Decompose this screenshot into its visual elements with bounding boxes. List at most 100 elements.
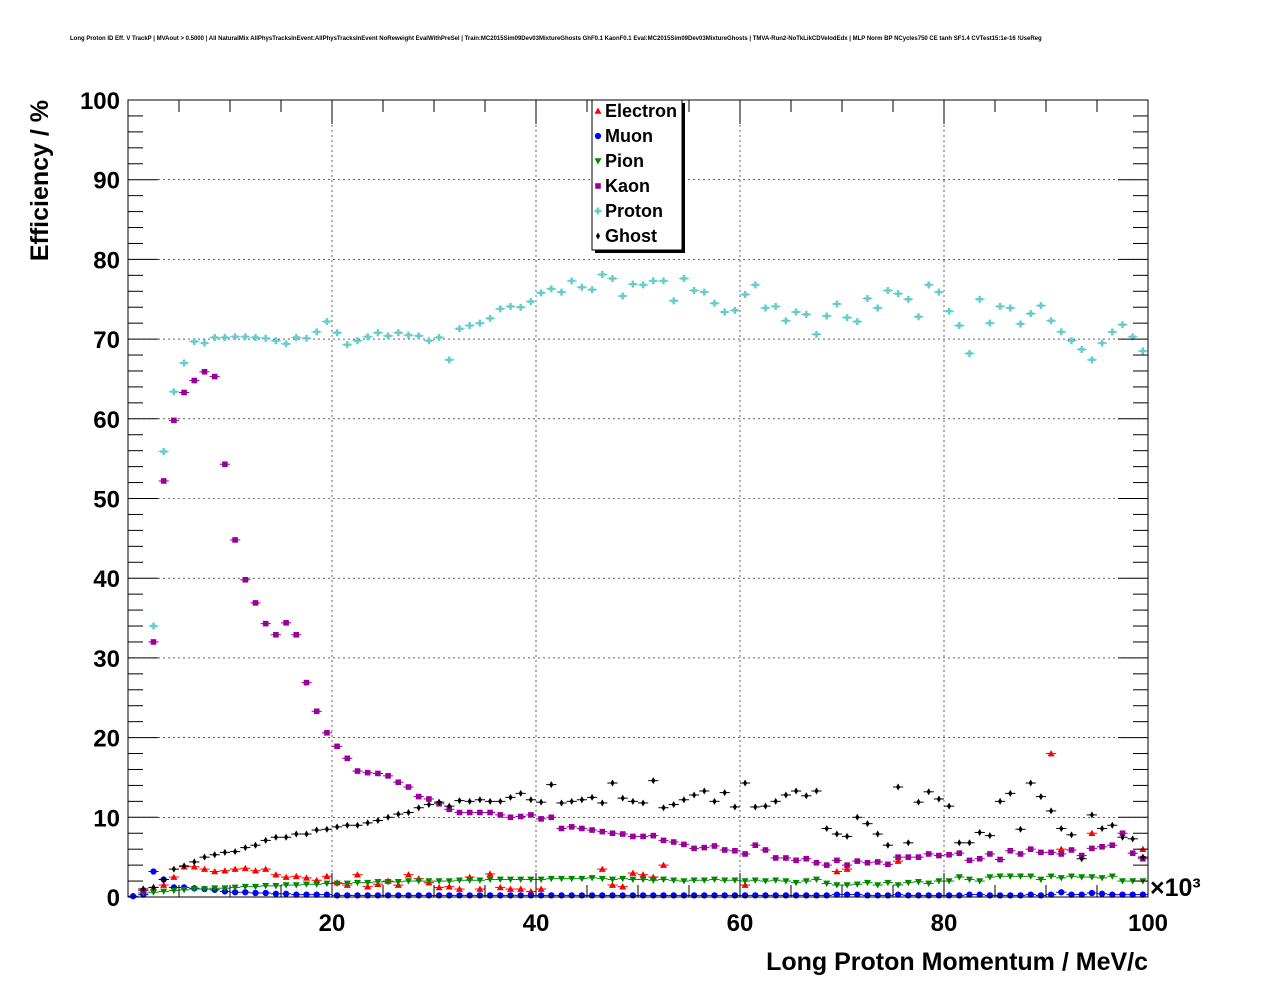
proton-point [170, 388, 178, 396]
muon-point [497, 892, 504, 899]
proton-point [700, 288, 708, 296]
proton-point [925, 281, 933, 289]
pion-point [690, 877, 698, 884]
muon-point [150, 868, 157, 875]
kaon-point [517, 813, 524, 820]
proton-point [833, 300, 841, 308]
kaon-point [507, 814, 514, 821]
kaon-point [813, 859, 820, 866]
muon-point [262, 889, 269, 897]
kaon-point [558, 825, 565, 832]
kaon-point [354, 768, 361, 774]
muon-point [1078, 891, 1085, 898]
ghost-point [406, 809, 411, 817]
ghost-point [498, 797, 503, 805]
proton-point [445, 356, 453, 364]
proton-point [853, 318, 861, 326]
muon-point [415, 892, 422, 899]
muon-point [231, 889, 239, 896]
ghost-point [855, 813, 860, 821]
pion-point [843, 882, 851, 889]
proton-point [751, 281, 759, 289]
kaon-point [783, 855, 789, 861]
electron-point [323, 872, 331, 880]
proton-point [1098, 339, 1106, 347]
pion-point [925, 880, 933, 887]
muon-point [752, 892, 759, 899]
muon-point [874, 892, 881, 899]
muon-point [252, 889, 259, 897]
electron-point [660, 861, 667, 868]
proton-point [425, 337, 433, 345]
proton-point [670, 297, 678, 305]
muon-point [1068, 891, 1075, 898]
electron-point [354, 871, 361, 878]
kaon-point [364, 769, 371, 776]
pion-point [160, 888, 168, 895]
muon-point [527, 892, 535, 899]
muon-point [609, 892, 616, 899]
proton-point [221, 334, 229, 342]
kaon-point [273, 631, 279, 638]
pion-point [303, 881, 310, 888]
kaon-point [222, 461, 228, 468]
legend-label-kaon: Kaon [605, 176, 650, 196]
pion-point [609, 876, 616, 883]
pion-point [721, 877, 729, 884]
pion-point [456, 877, 463, 884]
ghost-point [702, 787, 707, 795]
proton-point [252, 334, 259, 342]
electron-point [456, 885, 463, 892]
proton-point [558, 288, 566, 296]
proton-point [241, 333, 249, 341]
kaon-point [303, 679, 310, 686]
proton-point [639, 281, 647, 289]
kaon-point [987, 851, 993, 857]
pion-point [813, 876, 820, 883]
kaon-point [711, 843, 718, 849]
proton-point [823, 312, 831, 320]
kaon-point [211, 373, 218, 380]
x-tick-label: 100 [1128, 910, 1168, 937]
kaon-point [201, 368, 208, 375]
pion-point [282, 882, 290, 889]
ghost-point [957, 839, 962, 847]
kaon-point [609, 830, 616, 837]
muon-point [813, 892, 820, 899]
ghost-point [304, 830, 309, 838]
muon-point [833, 891, 841, 898]
pion-point [1119, 878, 1126, 885]
proton-point [843, 314, 851, 322]
ghost-point [1038, 793, 1043, 801]
ghost-point [885, 841, 890, 849]
muon-point [680, 892, 688, 899]
pion-point [425, 878, 433, 885]
kaon-point [375, 770, 381, 777]
ghost-point [437, 798, 442, 806]
ghost-point [263, 836, 268, 844]
muon-point [384, 892, 392, 899]
proton-point [456, 325, 463, 333]
pion-point [986, 874, 994, 881]
y-tick-label: 20 [93, 726, 120, 753]
pion-point [364, 879, 372, 887]
ghost-point [865, 820, 870, 828]
electron-point [894, 857, 902, 864]
muon-point [282, 890, 290, 897]
ghost-point [600, 799, 605, 807]
kaon-point [803, 855, 810, 862]
ghost-point [1100, 824, 1105, 832]
muon-point [966, 891, 973, 898]
pion-point [833, 882, 841, 889]
legend-marker-kaon [595, 183, 601, 189]
pion-point [231, 884, 239, 891]
y-tick-label: 80 [93, 247, 120, 274]
pion-point [802, 878, 810, 885]
pion-point [792, 879, 800, 887]
kaon-point [670, 839, 677, 845]
kaon-point [477, 809, 483, 816]
legend-marker-ghost [595, 232, 601, 240]
proton-point [466, 322, 474, 330]
muon-point [323, 891, 331, 898]
electron-point [517, 885, 525, 892]
